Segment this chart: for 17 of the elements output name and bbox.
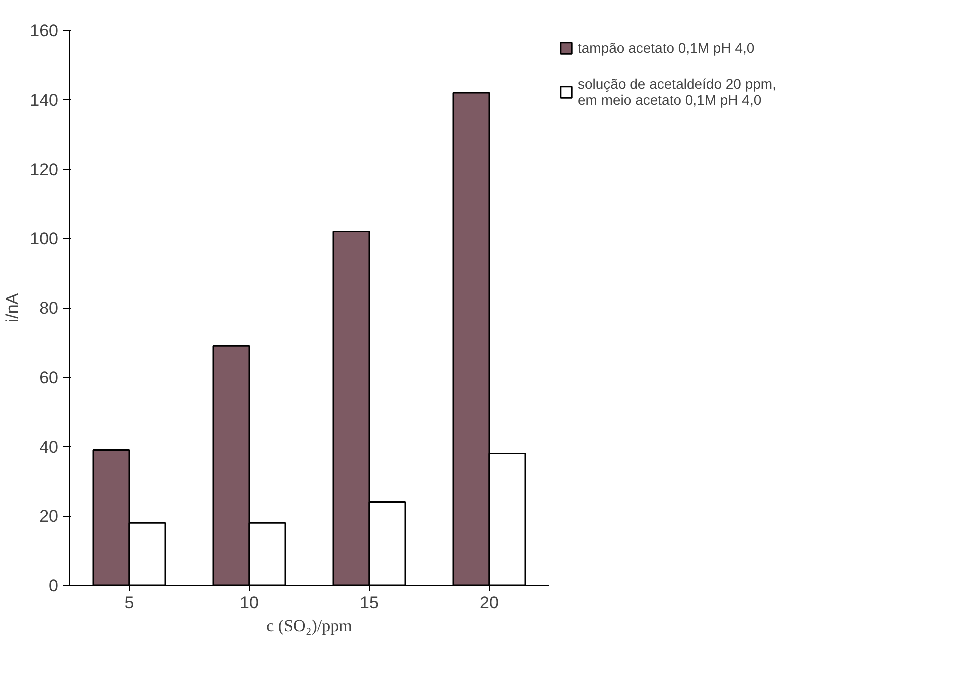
y-tick-label: 60 (40, 368, 59, 388)
y-axis-title: i/nA (3, 292, 22, 323)
y-tick-label: 100 (30, 230, 59, 249)
y-tick-label: 80 (40, 299, 59, 318)
y-tick-label: 40 (40, 438, 59, 457)
y-tick-label: 120 (30, 160, 59, 180)
x-axis-title: c (SO₂)/ppm (266, 616, 352, 636)
y-tick-label: 140 (30, 90, 59, 110)
legend-label: solução de acetaldeído 20 ppm, em meio acetato 0,1M pH 4,0 (578, 76, 776, 108)
x-tick-label: 5 (124, 594, 134, 612)
legend-label: tampão acetato 0,1M pH 4,0 (578, 40, 755, 56)
y-tick-label: 20 (40, 507, 59, 526)
y-tick-label: 0 (49, 576, 59, 596)
x-tick-label: 15 (360, 594, 379, 612)
x-tick-label: 20 (480, 594, 499, 612)
y-tick-label: 160 (30, 22, 59, 40)
x-tick-label: 10 (240, 594, 259, 612)
